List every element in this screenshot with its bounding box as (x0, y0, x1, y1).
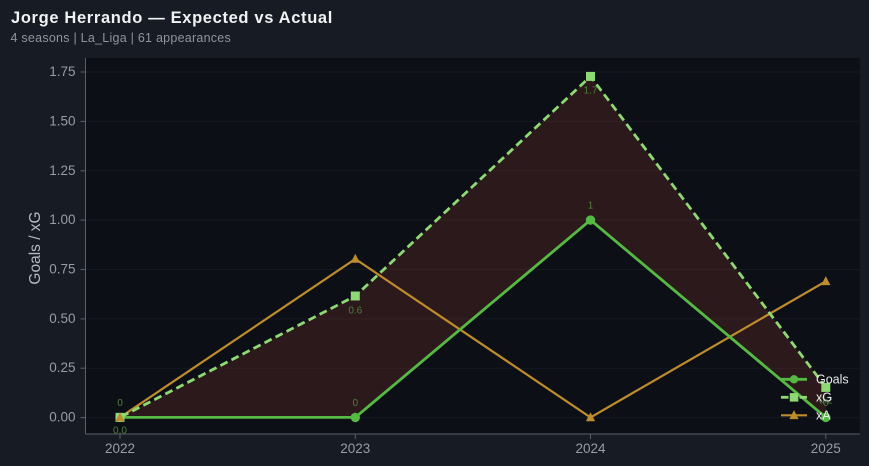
svg-text:1.50: 1.50 (49, 113, 75, 128)
svg-text:0: 0 (353, 398, 359, 409)
svg-text:0.2: 0.2 (819, 396, 833, 407)
svg-text:0.00: 0.00 (49, 410, 75, 425)
svg-text:Goals: Goals (816, 373, 849, 387)
svg-text:Jorge Herrando — Expected vs A: Jorge Herrando — Expected vs Actual (11, 9, 333, 27)
svg-text:0.0: 0.0 (113, 426, 127, 437)
svg-text:0.25: 0.25 (49, 360, 75, 375)
svg-text:1.25: 1.25 (49, 163, 75, 178)
svg-text:0.6: 0.6 (348, 306, 362, 317)
svg-text:2025: 2025 (811, 441, 841, 456)
svg-text:1: 1 (588, 201, 594, 212)
svg-text:0: 0 (823, 398, 829, 409)
svg-text:0.75: 0.75 (49, 262, 75, 277)
svg-text:xA: xA (816, 409, 831, 423)
svg-text:2023: 2023 (340, 441, 370, 456)
svg-text:0: 0 (117, 398, 123, 409)
svg-text:1.00: 1.00 (49, 212, 75, 227)
svg-text:xG: xG (816, 391, 832, 405)
svg-text:Goals / xG: Goals / xG (27, 211, 44, 284)
svg-text:2022: 2022 (105, 441, 135, 456)
svg-text:1.7: 1.7 (584, 86, 598, 97)
svg-text:2024: 2024 (575, 441, 606, 456)
svg-text:0.50: 0.50 (49, 311, 75, 326)
svg-text:4 seasons | La_Liga | 61 appea: 4 seasons | La_Liga | 61 appearances (11, 31, 232, 45)
svg-text:1.75: 1.75 (49, 64, 75, 79)
